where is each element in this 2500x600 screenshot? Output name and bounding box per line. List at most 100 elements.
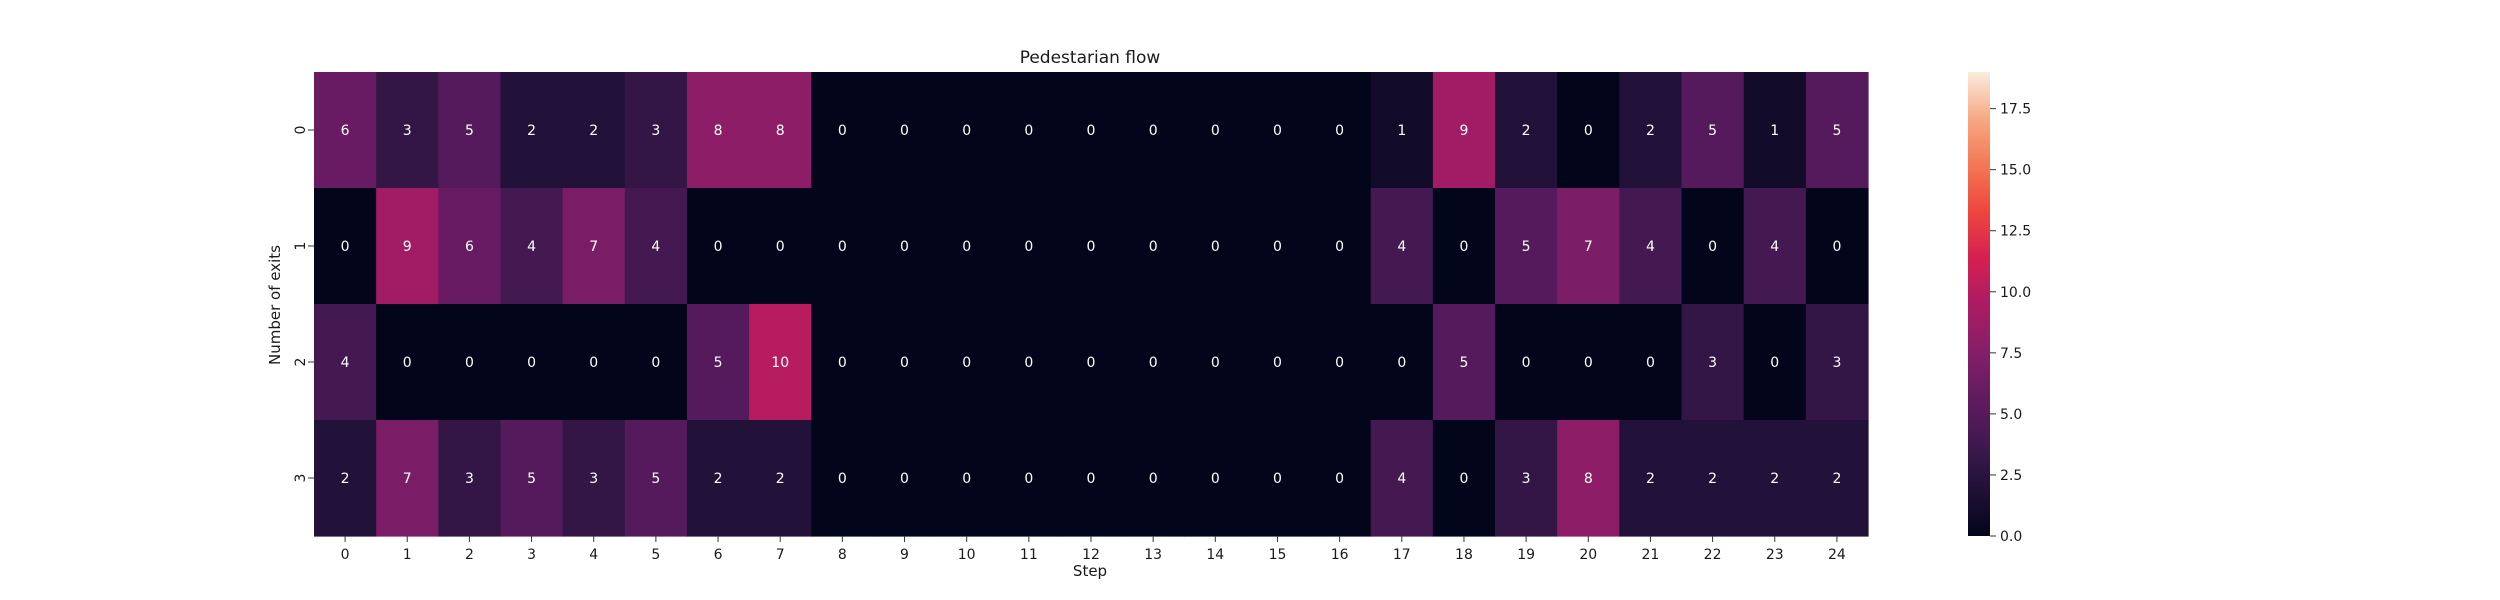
cell-value-label: 1 (1770, 123, 1779, 139)
cell-value-label: 4 (1770, 239, 1779, 255)
cell-value-label: 0 (1273, 471, 1282, 487)
cell-value-label: 0 (776, 239, 785, 255)
cell-value-label: 0 (1459, 239, 1468, 255)
cell-value-label: 5 (1522, 239, 1531, 255)
cell-value-label: 0 (589, 355, 598, 371)
cell-value-label: 0 (714, 239, 723, 255)
cell-value-label: 0 (962, 355, 971, 371)
cell-value-label: 3 (589, 471, 598, 487)
cell-value-label: 0 (1273, 355, 1282, 371)
cell-value-label: 2 (1708, 471, 1717, 487)
y-axis-title: Number of exits (266, 245, 284, 365)
cell-value-label: 0 (1335, 123, 1344, 139)
cell-value-label: 5 (714, 355, 723, 371)
x-tick-label: 4 (589, 547, 598, 563)
cell-value-label: 0 (1459, 471, 1468, 487)
y-tick-label: 0 (293, 126, 309, 135)
cell-value-label: 0 (838, 355, 847, 371)
y-tick-label: 2 (293, 358, 309, 367)
x-tick-label: 5 (651, 547, 660, 563)
x-tick-label: 13 (1144, 547, 1162, 563)
cell-value-label: 3 (1832, 355, 1841, 371)
cell-value-label: 0 (1211, 355, 1220, 371)
cell-value-label: 0 (1770, 355, 1779, 371)
cell-value-label: 0 (1832, 239, 1841, 255)
cell-value-label: 4 (1646, 239, 1655, 255)
cell-value-label: 2 (1770, 471, 1779, 487)
x-tick-label: 11 (1020, 547, 1038, 563)
x-tick-label: 24 (1828, 547, 1846, 563)
colorbar-tick-label: 2.5 (2000, 468, 2022, 484)
x-tick-label: 20 (1579, 547, 1597, 563)
colorbar-tick-label: 5.0 (2000, 407, 2022, 423)
cell-value-label: 0 (1024, 123, 1033, 139)
cell-value-label: 9 (403, 239, 412, 255)
cell-value-label: 0 (651, 355, 660, 371)
cell-value-label: 0 (1149, 355, 1158, 371)
colorbar-tick-label: 10.0 (2000, 285, 2031, 301)
cell-value-label: 0 (1273, 239, 1282, 255)
cell-value-label: 2 (341, 471, 350, 487)
cell-value-label: 7 (1584, 239, 1593, 255)
cell-value-label: 2 (1522, 123, 1531, 139)
colorbar-tick-label: 7.5 (2000, 346, 2022, 362)
y-tick-label: 1 (293, 242, 309, 251)
cell-value-label: 5 (1459, 355, 1468, 371)
x-tick-label: 21 (1642, 547, 1660, 563)
cell-value-label: 0 (1211, 239, 1220, 255)
cell-value-label: 0 (962, 123, 971, 139)
cell-value-label: 0 (1149, 471, 1158, 487)
cell-value-label: 7 (589, 239, 598, 255)
x-tick-label: 1 (403, 547, 412, 563)
cell-value-label: 0 (1273, 123, 1282, 139)
x-tick-label: 9 (900, 547, 909, 563)
cell-value-label: 2 (1832, 471, 1841, 487)
cell-value-label: 2 (527, 123, 536, 139)
cell-value-label: 4 (1397, 239, 1406, 255)
cell-value-label: 0 (900, 355, 909, 371)
cell-value-label: 4 (527, 239, 536, 255)
cell-value-label: 0 (465, 355, 474, 371)
colorbar-tick-label: 12.5 (2000, 224, 2031, 240)
cell-value-label: 4 (1397, 471, 1406, 487)
cell-value-label: 0 (1397, 355, 1406, 371)
cell-value-label: 1 (1397, 123, 1406, 139)
cell-value-label: 0 (1584, 123, 1593, 139)
cell-value-label: 0 (1149, 239, 1158, 255)
x-tick-label: 23 (1766, 547, 1784, 563)
cell-value-label: 3 (1522, 471, 1531, 487)
x-tick-label: 10 (958, 547, 976, 563)
cell-value-label: 0 (1024, 355, 1033, 371)
heatmap-cells: 6 3 5 2 2 3 8 8 0 0 0 0 0 0 0 0 0 1 9 2 0 2 5 1 5 0 9 6 4 7 4 0 0 0 0 0 0 0 0 0… (314, 72, 1869, 537)
x-tick-label: 8 (838, 547, 847, 563)
cell-value-label: 0 (1335, 471, 1344, 487)
cell-value-label: 0 (1024, 471, 1033, 487)
x-axis-ticks: 0 1 2 3 4 5 6 7 8 9 10 11 12 13 14 15 16 17 18 19 20 21 22 23 24 (341, 536, 1846, 563)
cell-value-label: 3 (403, 123, 412, 139)
cell-value-label: 0 (838, 239, 847, 255)
x-tick-label: 22 (1704, 547, 1722, 563)
x-tick-label: 16 (1331, 547, 1349, 563)
colorbar-tick-label: 17.5 (2000, 102, 2031, 118)
cell-value-label: 3 (465, 471, 474, 487)
x-tick-label: 15 (1269, 547, 1287, 563)
cell-value-label: 3 (1708, 355, 1717, 371)
cell-value-label: 4 (341, 355, 350, 371)
x-tick-label: 17 (1393, 547, 1411, 563)
cell-value-label: 8 (1584, 471, 1593, 487)
cell-value-label: 0 (1708, 239, 1717, 255)
colorbar-tick-label: 15.0 (2000, 163, 2031, 179)
cell-value-label: 0 (1087, 471, 1096, 487)
y-tick-label: 3 (293, 474, 309, 483)
x-tick-label: 7 (776, 547, 785, 563)
cell-value-label: 0 (1149, 123, 1158, 139)
cell-value-label: 5 (465, 123, 474, 139)
cell-value-label: 5 (527, 471, 536, 487)
x-tick-label: 6 (714, 547, 723, 563)
cell-value-label: 2 (776, 471, 785, 487)
cell-value-label: 0 (1087, 123, 1096, 139)
cell-value-label: 0 (900, 123, 909, 139)
cell-value-label: 0 (1024, 239, 1033, 255)
cell-value-label: 0 (962, 471, 971, 487)
